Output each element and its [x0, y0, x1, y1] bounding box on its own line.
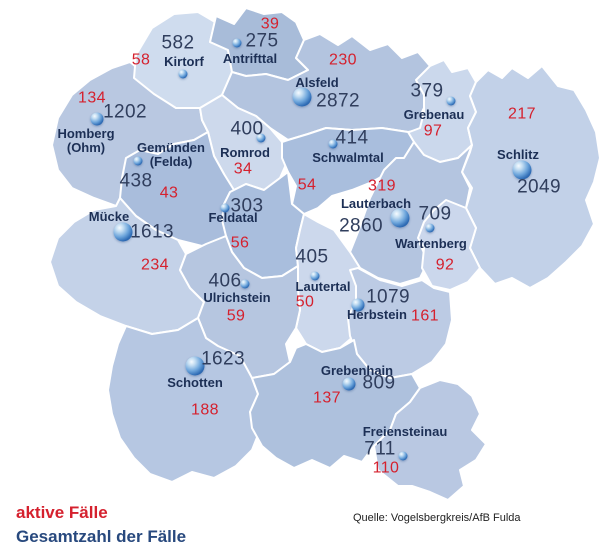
location-marker-gemuenden — [133, 156, 143, 166]
municipality-total-lautertal: 405 — [295, 246, 329, 268]
municipality-name-lautertal: Lautertal — [295, 278, 351, 294]
municipality-name-antrifttal: Antrifttal — [222, 50, 278, 66]
municipality-total-antrifttal: 275 — [245, 30, 279, 52]
municipality-total-grebenau: 379 — [410, 80, 444, 102]
municipality-active-gemuenden: 43 — [159, 184, 179, 202]
location-marker-grebenhain — [342, 377, 356, 391]
municipality-total-wartenberg: 709 — [418, 203, 452, 225]
municipality-active-grebenau: 97 — [423, 122, 443, 140]
municipality-active-homberg: 134 — [78, 89, 106, 107]
municipality-name-gemuenden: Gemünden (Felda) — [137, 139, 205, 169]
municipality-total-herbstein: 1079 — [366, 286, 410, 308]
location-marker-lautertal — [310, 271, 320, 281]
municipality-name-ulrichstein: Ulrichstein — [203, 289, 271, 305]
region-freiensteinau — [373, 379, 487, 501]
location-marker-homberg — [90, 112, 104, 126]
region-schwalmtal — [281, 127, 415, 215]
municipality-active-herbstein: 161 — [411, 307, 439, 325]
municipality-active-kirtorf: 58 — [131, 51, 151, 69]
municipality-active-lautertal: 50 — [295, 293, 315, 311]
municipality-active-schwalmtal: 54 — [297, 176, 317, 194]
municipality-active-feldatal: 56 — [230, 234, 250, 252]
municipality-active-lauterbach: 319 — [368, 177, 396, 195]
region-schotten — [107, 317, 261, 483]
municipality-active-alsfeld: 230 — [329, 51, 357, 69]
municipality-name-homberg: Homberg (Ohm) — [57, 125, 115, 155]
municipality-name-alsfeld: Alsfeld — [295, 74, 339, 90]
legend-active-label: aktive Fälle — [16, 503, 108, 522]
municipality-name-schlitz: Schlitz — [497, 146, 539, 162]
municipality-total-muecke: 1613 — [130, 221, 174, 243]
location-marker-kirtorf — [178, 69, 188, 79]
municipality-total-freiensteinau: 711 — [364, 438, 396, 460]
municipality-total-romrod: 400 — [230, 118, 264, 140]
municipality-active-wartenberg: 92 — [435, 256, 455, 274]
municipality-total-lauterbach: 2860 — [339, 215, 383, 237]
municipality-total-kirtorf: 582 — [161, 32, 195, 54]
municipality-active-schlitz: 217 — [508, 105, 536, 123]
region-wartenberg — [417, 199, 481, 291]
legend-total-label: Gesamtzahl der Fälle — [16, 527, 187, 546]
municipality-name-herbstein: Herbstein — [347, 306, 407, 322]
municipality-total-feldatal: 303 — [230, 195, 264, 217]
municipality-name-grebenau: Grebenau — [403, 106, 465, 122]
location-marker-freiensteinau — [398, 451, 408, 461]
location-marker-antrifttal — [232, 38, 242, 48]
location-marker-grebenau — [446, 96, 456, 106]
municipality-active-grebenhain: 137 — [313, 389, 341, 407]
municipality-total-gemuenden: 438 — [119, 170, 153, 192]
location-marker-schotten — [185, 356, 205, 376]
municipality-active-freiensteinau: 110 — [372, 459, 400, 477]
location-marker-feldatal — [220, 203, 230, 213]
municipality-name-schwalmtal: Schwalmtal — [312, 149, 384, 165]
municipality-active-muecke: 234 — [141, 256, 169, 274]
municipality-total-schotten: 1623 — [201, 348, 245, 370]
location-marker-wartenberg — [425, 223, 435, 233]
municipality-active-schotten: 188 — [191, 401, 219, 419]
municipality-name-kirtorf: Kirtorf — [164, 53, 204, 69]
municipality-name-muecke: Mücke — [88, 208, 130, 224]
location-marker-schlitz — [512, 160, 532, 180]
location-marker-muecke — [113, 222, 133, 242]
location-marker-herbstein — [351, 298, 365, 312]
municipality-total-alsfeld: 2872 — [316, 90, 360, 112]
municipality-total-ulrichstein: 406 — [208, 270, 242, 292]
location-marker-schwalmtal — [328, 139, 338, 149]
municipality-name-feldatal: Feldatal — [208, 209, 258, 225]
municipality-total-homberg: 1202 — [103, 101, 147, 123]
legend: aktive Fälle Gesamtzahl der Fälle — [16, 503, 186, 547]
municipality-active-romrod: 34 — [233, 160, 253, 178]
municipality-total-schlitz: 2049 — [517, 176, 561, 198]
source-attribution: Quelle: Vogelsbergkreis/AfB Fulda — [353, 512, 521, 524]
municipality-name-grebenhain: Grebenhain — [320, 362, 394, 378]
location-marker-alsfeld — [292, 87, 312, 107]
municipality-active-ulrichstein: 59 — [226, 307, 246, 325]
municipality-name-schotten: Schotten — [167, 374, 223, 390]
municipality-name-romrod: Romrod — [220, 144, 270, 160]
municipality-name-wartenberg: Wartenberg — [395, 235, 467, 251]
municipality-name-lauterbach: Lauterbach — [340, 195, 412, 211]
location-marker-lauterbach — [390, 208, 410, 228]
municipality-total-schwalmtal: 414 — [335, 127, 369, 149]
municipality-total-grebenhain: 809 — [362, 372, 396, 394]
municipality-active-antrifttal: 39 — [260, 15, 280, 33]
location-marker-romrod — [256, 133, 266, 143]
municipality-name-freiensteinau: Freiensteinau — [362, 423, 448, 439]
location-marker-ulrichstein — [240, 279, 250, 289]
